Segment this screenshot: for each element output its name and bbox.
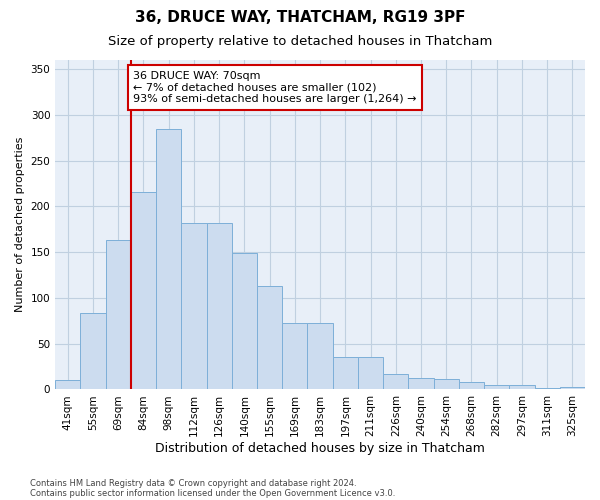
Bar bbox=[106, 240, 131, 390]
Bar bbox=[206, 223, 232, 390]
Text: Contains HM Land Registry data © Crown copyright and database right 2024.: Contains HM Land Registry data © Crown c… bbox=[30, 478, 356, 488]
Text: 36, DRUCE WAY, THATCHAM, RG19 3PF: 36, DRUCE WAY, THATCHAM, RG19 3PF bbox=[135, 10, 465, 25]
Bar bbox=[181, 223, 206, 390]
Bar bbox=[131, 192, 156, 390]
Bar bbox=[257, 286, 282, 390]
Bar bbox=[509, 385, 535, 390]
Text: Contains public sector information licensed under the Open Government Licence v3: Contains public sector information licen… bbox=[30, 488, 395, 498]
Bar bbox=[434, 380, 459, 390]
Bar bbox=[459, 382, 484, 390]
Bar bbox=[484, 385, 509, 390]
Bar bbox=[232, 253, 257, 390]
Bar bbox=[156, 128, 181, 390]
Y-axis label: Number of detached properties: Number of detached properties bbox=[15, 137, 25, 312]
Bar bbox=[307, 322, 332, 390]
Bar bbox=[383, 374, 409, 390]
Text: 36 DRUCE WAY: 70sqm
← 7% of detached houses are smaller (102)
93% of semi-detach: 36 DRUCE WAY: 70sqm ← 7% of detached hou… bbox=[133, 71, 417, 104]
Bar bbox=[358, 356, 383, 390]
Bar bbox=[80, 314, 106, 390]
Bar bbox=[560, 386, 585, 390]
Bar bbox=[409, 378, 434, 390]
Bar bbox=[55, 380, 80, 390]
X-axis label: Distribution of detached houses by size in Thatcham: Distribution of detached houses by size … bbox=[155, 442, 485, 455]
Bar bbox=[332, 356, 358, 390]
Bar bbox=[282, 322, 307, 390]
Bar bbox=[535, 388, 560, 390]
Text: Size of property relative to detached houses in Thatcham: Size of property relative to detached ho… bbox=[108, 35, 492, 48]
